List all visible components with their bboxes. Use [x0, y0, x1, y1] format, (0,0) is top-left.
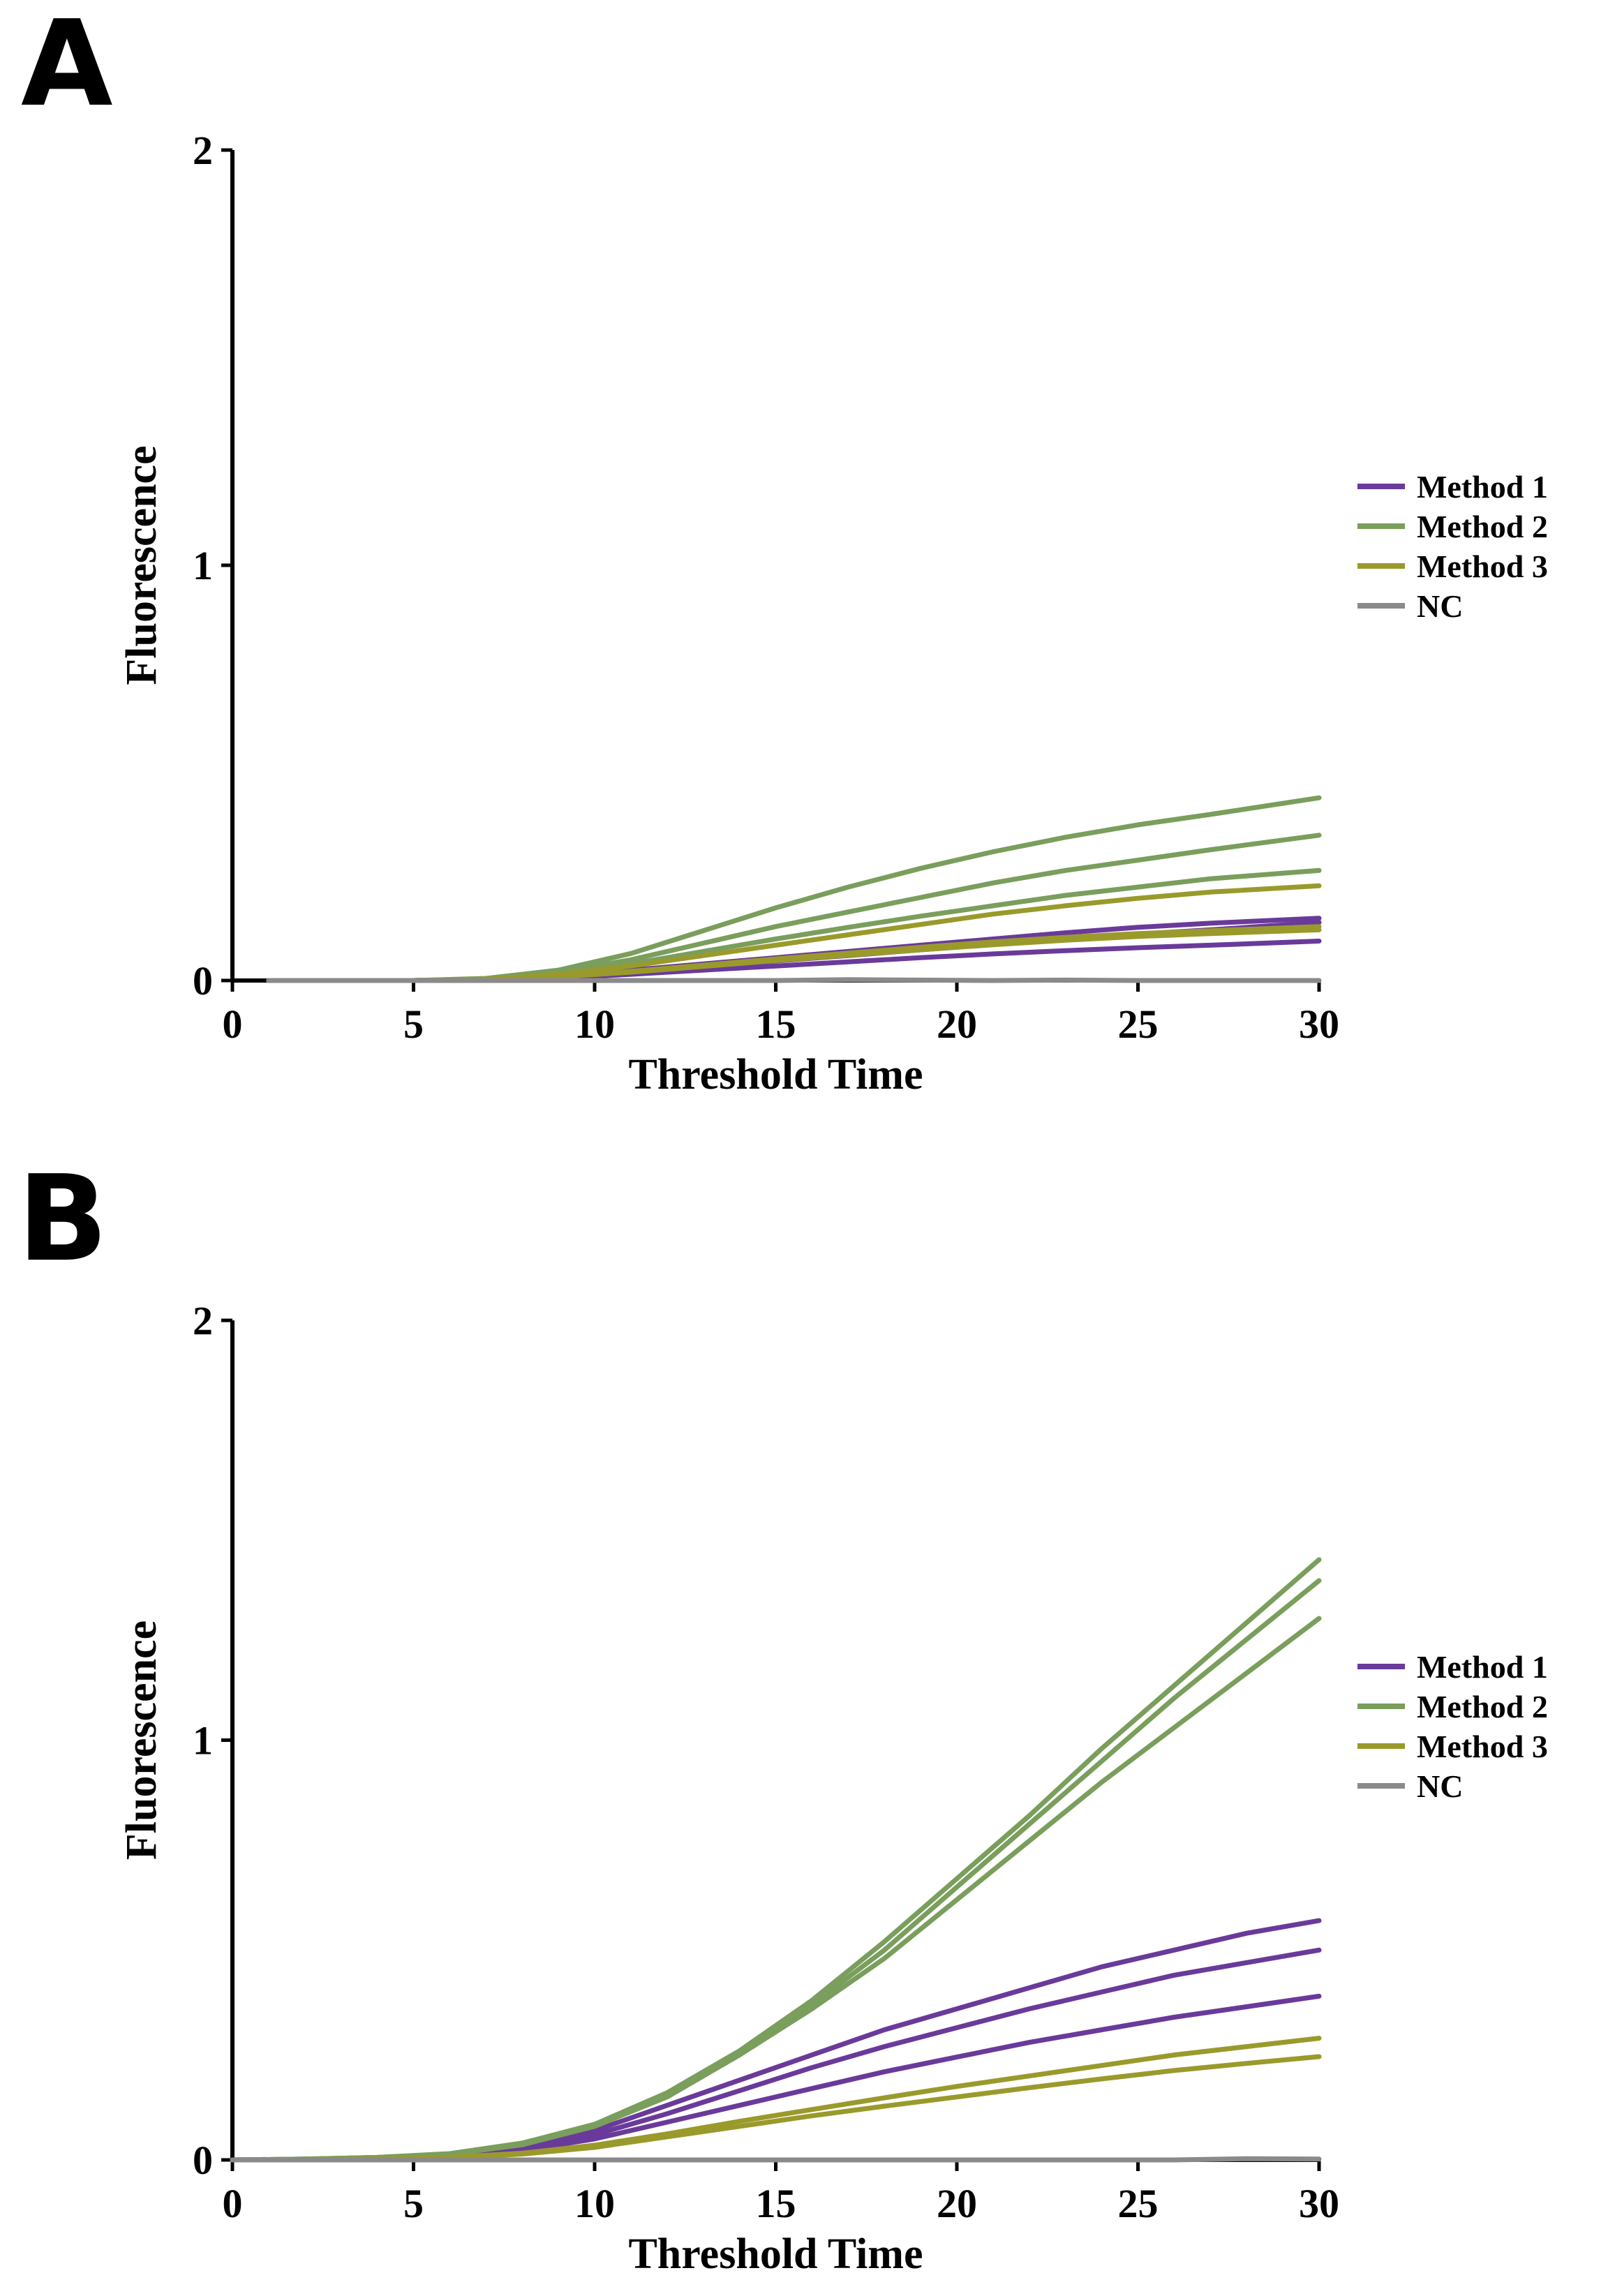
chart-panel-b: B 0 5 10 15 20 25 30 0 1 2 Threshold Time Fluorescen…: [17, 1150, 1548, 2278]
x-tick-label: 30: [1299, 1001, 1339, 1047]
legend-label: NC: [1417, 588, 1463, 624]
series-line-method-2: [266, 795, 1322, 983]
x-tick-label: 15: [756, 1001, 796, 1047]
legend-label: Method 2: [1417, 509, 1548, 544]
x-tick-label: 30: [1299, 2181, 1339, 2226]
x-tick-label: 10: [574, 1001, 615, 1047]
y-tick-label: 1: [193, 543, 213, 588]
x-axis-title: Threshold Time: [628, 2230, 923, 2278]
panel-label: B: [17, 1150, 108, 1288]
y-tick-label: 1: [193, 1718, 213, 1764]
y-axis-title: Fluorescence: [118, 445, 165, 685]
x-tick-label: 5: [403, 1001, 424, 1047]
x-tick-label: 5: [403, 2181, 424, 2226]
series-line-method-3: [230, 2054, 1322, 2163]
series-line-method-1: [230, 1947, 1322, 2163]
x-axis-title: Threshold Time: [628, 1051, 923, 1098]
x-tick-label: 20: [937, 2181, 977, 2226]
legend-label: Method 3: [1417, 549, 1548, 584]
x-tick-label: 0: [223, 2181, 243, 2226]
series-line-nc: [266, 977, 1322, 983]
y-tick-label: 2: [193, 128, 213, 173]
legend-label: Method 3: [1417, 1729, 1548, 1764]
x-tick-label: 15: [756, 2181, 796, 2226]
x-tick-label: 10: [574, 2181, 615, 2226]
y-tick-label: 0: [193, 958, 213, 1004]
series-line-method-1: [266, 916, 1322, 983]
legend-label: Method 1: [1417, 469, 1548, 505]
y-tick-label: 0: [193, 2138, 213, 2183]
x-tick-label: 20: [937, 1001, 977, 1047]
y-axis-title: Fluorescence: [118, 1620, 165, 1860]
x-tick-label: 25: [1118, 2181, 1159, 2226]
legend-label: Method 2: [1417, 1689, 1548, 1724]
legend: Method 1 Method 2 Method 3 NC: [1357, 469, 1548, 624]
series-line-method-1: [230, 1918, 1322, 2163]
legend-label: NC: [1417, 1768, 1463, 1804]
legend: Method 1 Method 2 Method 3 NC: [1357, 1649, 1548, 1804]
chart-panel-a: A 0 5 10 15 20 25 30 0 1 2 Threshold Time Fluorescen…: [21, 0, 1548, 1098]
legend-label: Method 1: [1417, 1649, 1548, 1685]
y-tick-label: 2: [193, 1298, 213, 1343]
x-tick-label: 25: [1118, 1001, 1159, 1047]
series-line-nc: [230, 2156, 1322, 2163]
panel-label: A: [21, 0, 113, 133]
x-tick-label: 0: [223, 1001, 243, 1047]
